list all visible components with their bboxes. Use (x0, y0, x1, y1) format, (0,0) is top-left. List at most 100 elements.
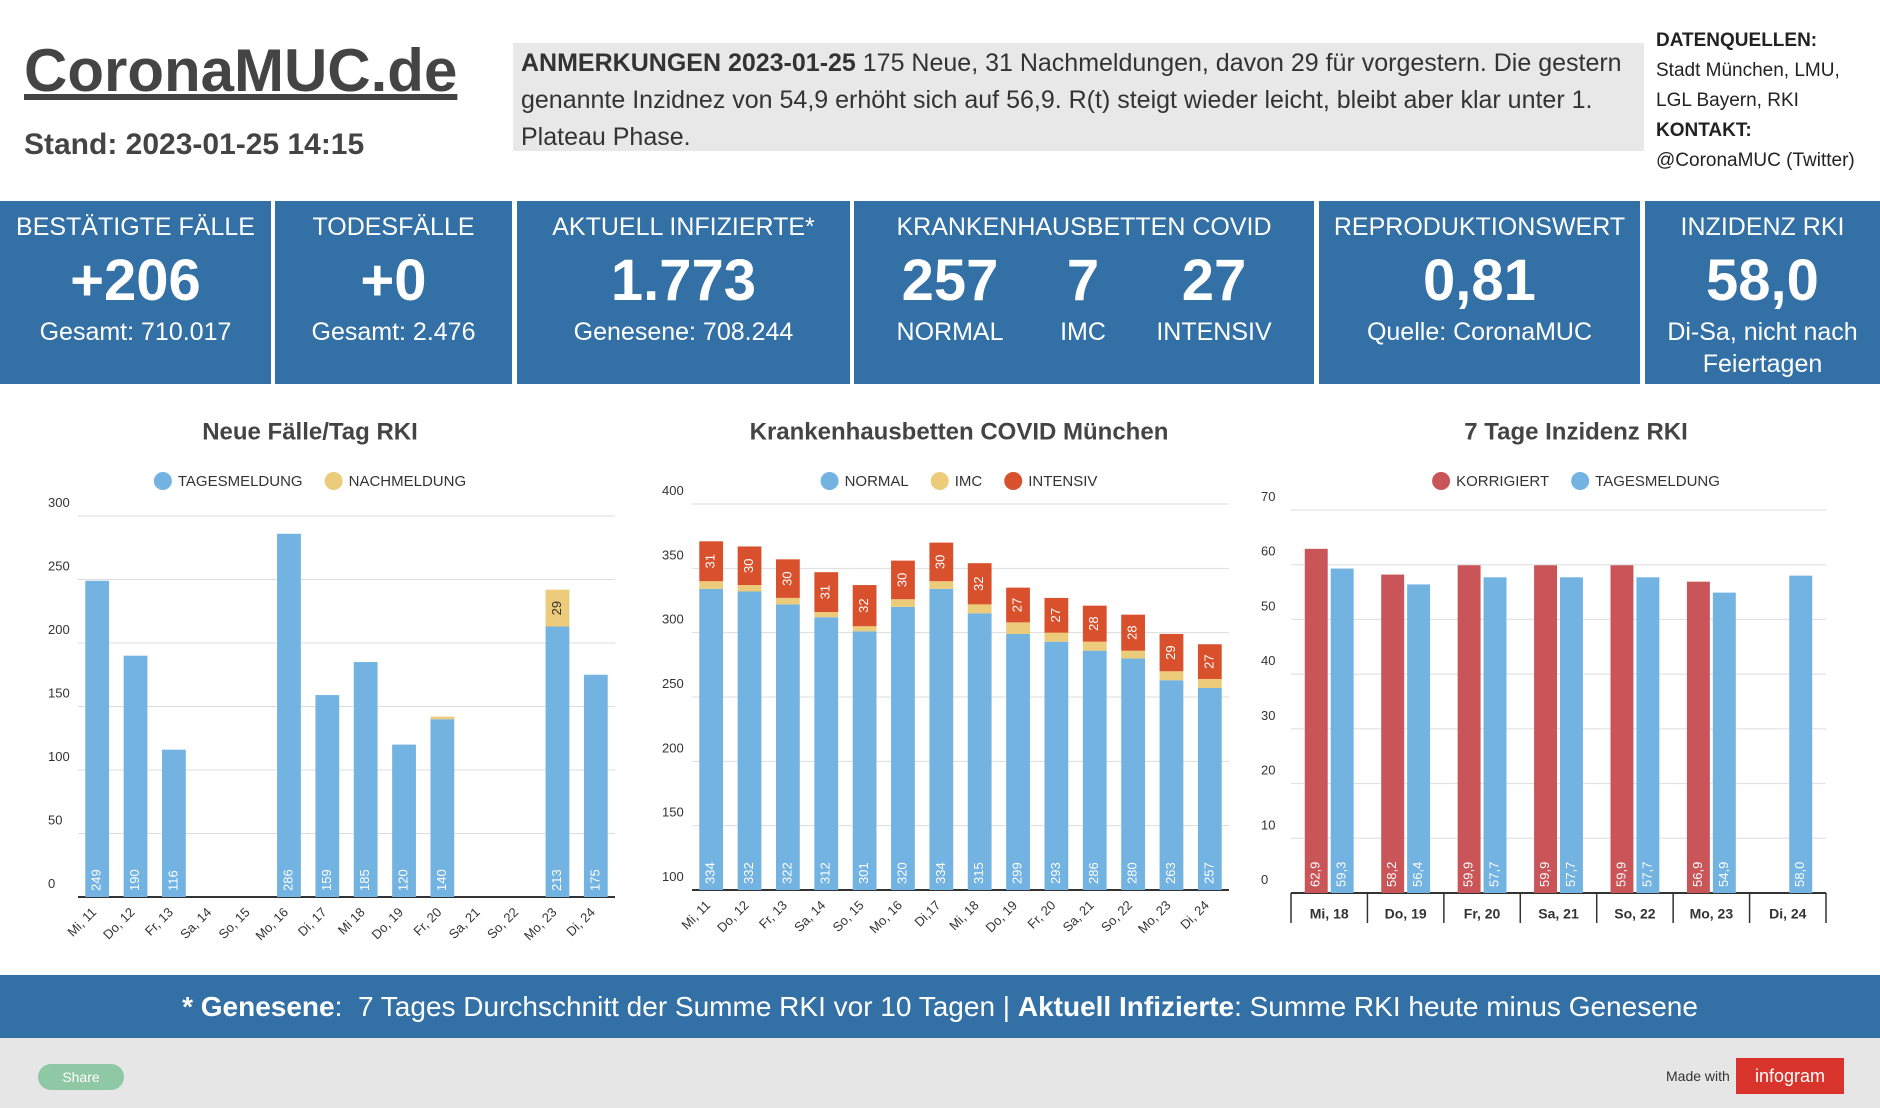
bar-segment (1159, 671, 1184, 681)
legend-label: TAGESMELDUNG (1595, 473, 1720, 490)
value-label: 286 (1086, 862, 1101, 884)
bar-segment (123, 655, 148, 897)
x-tick-label: Sa, 21 (1538, 906, 1579, 922)
sources: DATENQUELLEN: Stadt München, LMU, LGL Ba… (1656, 26, 1855, 176)
legend-label: IMC (955, 473, 983, 490)
bar-segment (1006, 622, 1030, 634)
y-tick-label: 300 (662, 612, 684, 627)
stat-value: 0,81 (1423, 248, 1536, 313)
value-label: 249 (89, 869, 104, 891)
bar-segment (852, 626, 877, 632)
brand[interactable]: infogram (1736, 1058, 1844, 1094)
x-tick-label: Fr, 20 (1464, 906, 1501, 922)
x-tick-label: Fr, 20 (1024, 898, 1058, 932)
stat-value: +206 (70, 248, 201, 313)
stat-title: KRANKENHAUSBETTEN COVID (896, 213, 1272, 241)
x-tick-label: Do, 19 (368, 905, 406, 943)
legend-marker (1004, 472, 1023, 490)
bar-segment (967, 563, 992, 605)
footer-bold: Aktuell Infizierte (1017, 991, 1235, 1022)
y-tick-label: 200 (48, 622, 70, 637)
bar (1483, 577, 1507, 893)
bar-segment (929, 581, 954, 589)
sources-line: LGL Bayern, RKI (1656, 90, 1799, 111)
bar-segment (1082, 641, 1107, 651)
bar (1560, 577, 1583, 893)
y-tick-label: 200 (662, 740, 684, 755)
stat-sub: Gesamt: 2.476 (311, 318, 476, 346)
bar-segment (852, 631, 877, 890)
contact: @CoronaMUC (Twitter) (1656, 150, 1855, 171)
value-label: 293 (1048, 862, 1063, 884)
y-tick-label: 250 (48, 559, 70, 574)
bar-segment (1121, 650, 1145, 659)
bar-segment (1044, 597, 1069, 633)
value-label: 59,3 (1334, 862, 1349, 887)
value-label: 29 (1163, 645, 1178, 659)
value-label: 315 (971, 862, 986, 884)
value-label: 54,9 (1716, 862, 1731, 887)
y-tick-label: 0 (48, 876, 55, 891)
value-label: 190 (127, 869, 142, 891)
bar (1457, 565, 1481, 893)
stat-value: 7 (1066, 248, 1100, 313)
legend-label: TAGESMELDUNG (178, 473, 303, 490)
legend-marker (1571, 472, 1590, 490)
x-tick-label: Mo, 23 (521, 905, 560, 944)
stat-box: TODESFÄLLE +0 Gesamt: 2.476 (275, 201, 512, 384)
value-label: 29 (549, 601, 564, 615)
value-label: 59,9 (1613, 862, 1628, 887)
value-label: 56,9 (1690, 862, 1705, 887)
x-tick-label: Do, 12 (100, 905, 138, 943)
bar-segment (776, 559, 800, 598)
sources-label: DATENQUELLEN: (1656, 30, 1818, 51)
notes-text: 175 Neue, 31 Nachmeldungen, davon 29 für… (521, 49, 1622, 151)
y-tick-label: 300 (48, 495, 70, 510)
x-tick-label: Mi, 11 (678, 898, 713, 933)
value-label: 332 (741, 862, 756, 884)
stat-label: NORMAL (896, 318, 1004, 346)
legend-marker (1432, 472, 1451, 490)
bar-segment (967, 604, 992, 614)
value-label: 32 (971, 577, 986, 591)
bar-segment (1006, 587, 1030, 623)
stat-value: 27 (1181, 248, 1247, 313)
stat-value: 58,0 (1706, 248, 1819, 313)
x-tick-label: So, 22 (1614, 906, 1655, 922)
value-label: 30 (741, 559, 756, 573)
site-title[interactable]: CoronaMUC.de (24, 37, 458, 104)
bar-segment (1082, 650, 1107, 890)
x-tick-label: Fr, 13 (142, 905, 176, 939)
x-tick-label: Mo, 23 (1135, 898, 1174, 937)
x-tick-label: Do, 19 (1385, 906, 1427, 922)
bar-segment (737, 585, 762, 592)
value-label: 159 (319, 869, 334, 891)
value-label: 32 (856, 598, 871, 612)
value-label: 301 (856, 862, 871, 884)
y-tick-label: 50 (48, 813, 62, 828)
hospital-col: 7 IMC (1018, 247, 1148, 347)
bar-segment (1197, 644, 1222, 679)
value-label: 31 (703, 554, 718, 568)
x-tick-label: Mi 18 (335, 905, 368, 938)
bar-segment (545, 626, 570, 897)
value-label: 140 (434, 869, 449, 891)
x-tick-label: Sa, 21 (446, 905, 483, 942)
value-label: 30 (779, 571, 794, 585)
bar-segment (277, 533, 301, 897)
y-tick-label: 150 (48, 686, 70, 701)
bar-segment (699, 541, 724, 582)
value-label: 27 (1201, 654, 1216, 668)
x-tick-label: Sa, 21 (1060, 898, 1097, 935)
value-label: 120 (395, 869, 410, 891)
y-tick-label: 10 (1261, 817, 1275, 832)
stat-title: INZIDENZ RKI (1680, 213, 1845, 241)
hospital-col: 257 NORMAL (885, 247, 1015, 347)
x-tick-label: So, 22 (1098, 898, 1135, 935)
x-tick-label: Sa, 14 (791, 898, 828, 935)
stat-title: TODESFÄLLE (312, 213, 475, 241)
bar (1610, 565, 1634, 893)
share-button[interactable]: Share (38, 1064, 124, 1090)
value-label: 263 (1163, 862, 1178, 884)
bar-segment (1159, 633, 1184, 672)
